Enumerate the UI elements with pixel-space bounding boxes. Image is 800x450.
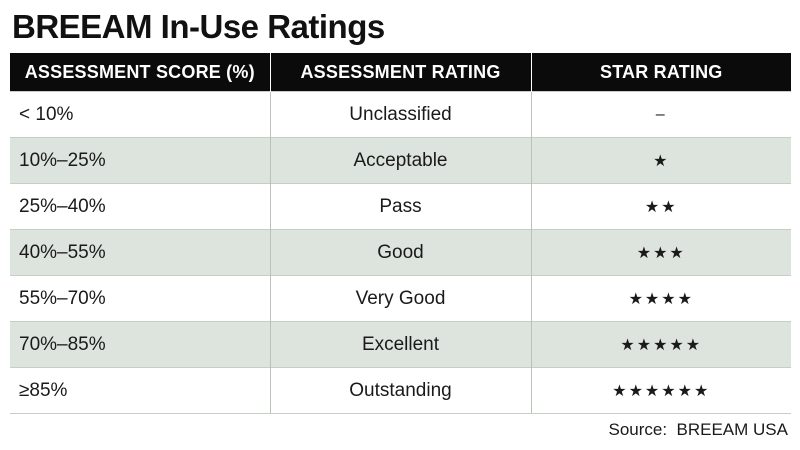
table-header: ASSESSMENT SCORE (%) ASSESSMENT RATING S… [10,53,791,92]
table-row: 25%–40% Pass ★★ [10,183,791,230]
star-rating-cell: – [530,91,791,138]
score-cell: 55%–70% [10,275,270,322]
column-header-rating: ASSESSMENT RATING [269,53,531,92]
table-row: ≥85% Outstanding ★★★★★★ [10,367,791,414]
table-row: 10%–25% Acceptable ★ [10,137,791,184]
score-cell: ≥85% [10,367,270,414]
rating-cell: Unclassified [269,91,531,138]
rating-cell: Pass [269,183,531,230]
source-credit: Source: BREEAM USA [608,420,788,439]
star-rating-cell: ★★ [530,183,791,230]
rating-cell: Outstanding [269,367,531,414]
column-header-stars: STAR RATING [530,53,791,92]
star-rating-cell: ★★★★ [530,275,791,322]
table-body: < 10% Unclassified – 10%–25% Acceptable … [10,91,791,414]
score-cell: 25%–40% [10,183,270,230]
rating-cell: Acceptable [269,137,531,184]
column-header-score: ASSESSMENT SCORE (%) [10,53,270,92]
table-header-row: ASSESSMENT SCORE (%) ASSESSMENT RATING S… [10,53,791,92]
table-row: 55%–70% Very Good ★★★★ [10,275,791,322]
rating-cell: Excellent [269,321,531,368]
score-cell: < 10% [10,91,270,138]
rating-cell: Very Good [269,275,531,322]
page-title: BREEAM In-Use Ratings [12,8,385,45]
table-row: 40%–55% Good ★★★ [10,229,791,276]
star-rating-cell: ★★★★★ [530,321,791,368]
rating-cell: Good [269,229,531,276]
ratings-table: ASSESSMENT SCORE (%) ASSESSMENT RATING S… [10,53,791,414]
table-row: < 10% Unclassified – [10,91,791,138]
table-row: 70%–85% Excellent ★★★★★ [10,321,791,368]
star-rating-cell: ★ [530,137,791,184]
score-cell: 10%–25% [10,137,270,184]
score-cell: 40%–55% [10,229,270,276]
star-rating-cell: ★★★★★★ [530,367,791,414]
score-cell: 70%–85% [10,321,270,368]
star-rating-cell: ★★★ [530,229,791,276]
